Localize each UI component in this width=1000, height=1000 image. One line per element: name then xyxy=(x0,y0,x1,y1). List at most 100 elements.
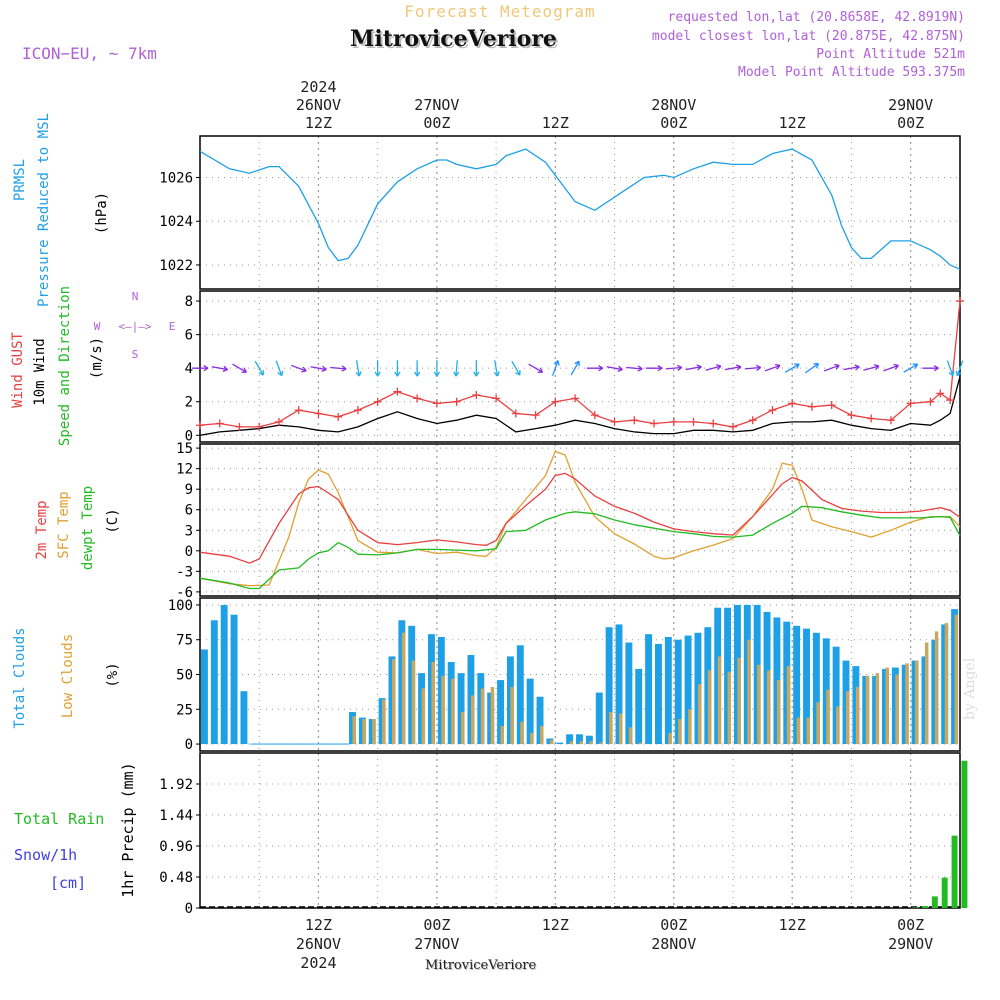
wind-direction-arrowhead xyxy=(515,370,521,376)
low-cloud-bar xyxy=(530,732,534,745)
wind-gust-marker xyxy=(590,411,599,420)
wind-direction-arrow xyxy=(211,366,228,371)
wind-gust-marker xyxy=(314,409,323,418)
wind-frame xyxy=(199,290,961,443)
low-cloud-bar xyxy=(470,695,475,745)
pressure-ytick-label: 1024 xyxy=(159,214,193,230)
low-cloud-bar xyxy=(461,712,465,745)
clouds-label-total: Total Clouds xyxy=(12,627,28,728)
total-cloud-bar xyxy=(684,635,692,745)
wind-direction-arrowhead xyxy=(321,365,327,372)
low-cloud-bar xyxy=(757,664,761,745)
low-cloud-bar xyxy=(796,717,801,745)
bottom-time-label: 12Z xyxy=(305,916,332,934)
bottom-time-label: 2024 xyxy=(300,954,336,972)
wind-direction-arrow xyxy=(685,366,702,371)
wind-gust-marker xyxy=(886,416,895,425)
model-label: ICON−EU, ~ 7km xyxy=(22,44,157,63)
top-time-label: 12Z xyxy=(305,114,332,132)
low-cloud-bar xyxy=(954,614,959,745)
wind-label-gust: Wind GUST xyxy=(10,332,26,408)
wind-direction-arrowhead xyxy=(537,367,544,373)
precip-label-axis: 1hr Precip (mm) xyxy=(119,762,137,897)
total-cloud-bar xyxy=(605,627,613,745)
total-cloud-bar xyxy=(220,604,228,745)
temp-ytick-label: -6 xyxy=(176,585,193,601)
top-time-label: 28NOV xyxy=(651,96,696,114)
precip-ytick-label: 0.96 xyxy=(159,839,193,855)
wind-direction-arrow xyxy=(290,364,307,372)
wind-direction-arrowhead xyxy=(948,370,955,377)
low-cloud-bar xyxy=(569,741,574,745)
wind-direction-arrow xyxy=(705,365,722,371)
compass-east: E xyxy=(169,320,176,333)
low-cloud-bar xyxy=(618,713,623,745)
low-cloud-bar xyxy=(915,660,919,745)
low-cloud-bar xyxy=(688,709,692,745)
rain-bar xyxy=(912,907,919,908)
pressure-label-desc: Pressure Reduced to MSL xyxy=(36,113,52,307)
clouds-frame xyxy=(199,597,961,752)
total-cloud-bar xyxy=(526,678,534,745)
total-cloud-bar xyxy=(625,642,633,745)
low-cloud-bar xyxy=(628,727,633,745)
wind-direction-arrowhead xyxy=(598,365,604,372)
total-cloud-bar xyxy=(556,742,564,745)
wind-gust-marker xyxy=(936,389,945,398)
low-cloud-bar xyxy=(944,623,949,745)
clouds-ytick-label: 0 xyxy=(185,737,193,753)
wind-direction-arrowhead xyxy=(301,366,307,373)
wind-gust-marker xyxy=(274,417,283,426)
pressure-ytick-label: 1022 xyxy=(159,258,193,274)
total-cloud-bar xyxy=(615,624,623,745)
wind-direction-arrowhead xyxy=(755,364,762,371)
wind-gust-marker xyxy=(215,419,224,428)
wind-direction-arrowhead xyxy=(374,371,381,377)
total-cloud-bar xyxy=(230,614,238,745)
low-cloud-bar xyxy=(549,739,554,745)
top-time-label: 29NOV xyxy=(888,96,933,114)
wind-gust-marker xyxy=(827,401,836,410)
total-cloud-bar xyxy=(428,634,435,745)
wind-ytick-label: 6 xyxy=(185,328,193,344)
wind-gust-marker xyxy=(946,396,955,405)
point-altitude: Point Altitude 521m xyxy=(816,47,965,62)
wind-gust-marker xyxy=(353,406,362,415)
rain-bar xyxy=(941,877,948,908)
compass-north: N xyxy=(132,290,139,303)
wind-direction-arrow xyxy=(355,360,360,377)
low-cloud-bar xyxy=(826,689,830,745)
top-time-label: 27NOV xyxy=(414,96,459,114)
wind-direction-arrow xyxy=(275,360,283,376)
total-cloud-bar xyxy=(516,645,524,745)
low-cloud-bar xyxy=(717,656,722,745)
low-cloud-bar xyxy=(638,742,643,745)
wind-gust-marker xyxy=(432,399,441,408)
wind-direction-arrowhead xyxy=(854,364,860,371)
low-cloud-bar xyxy=(836,706,840,745)
low-cloud-bar xyxy=(589,741,593,745)
wind-direction-arrow xyxy=(724,366,741,371)
wind-gust-marker xyxy=(807,402,816,411)
total-cloud-bar xyxy=(645,634,653,745)
total-cloud-bar xyxy=(240,691,248,745)
compass-west: W xyxy=(94,320,101,333)
wind-direction-arrow xyxy=(310,366,327,371)
wind-direction-arrow xyxy=(744,366,761,370)
clouds-label-low: Low Clouds xyxy=(60,634,76,718)
low-cloud-bar xyxy=(372,719,376,745)
temp-label-unit: (C) xyxy=(105,508,121,533)
low-cloud-bar xyxy=(776,680,781,745)
pressure-label-unit: (hPa) xyxy=(94,192,110,234)
wind-ytick-label: 0 xyxy=(185,428,193,444)
low-cloud-bar xyxy=(540,725,544,745)
low-cloud-bar xyxy=(875,673,880,745)
wind-direction-arrow xyxy=(823,364,840,372)
clouds-ytick-label: 25 xyxy=(176,702,193,718)
wind-gust-marker xyxy=(728,422,737,431)
wind-direction-arrow xyxy=(528,363,543,373)
low-cloud-bar xyxy=(786,666,791,745)
wind-direction-arrowhead xyxy=(657,365,663,372)
wind-direction-arrow xyxy=(903,363,918,373)
wind-gust-marker xyxy=(294,406,303,415)
